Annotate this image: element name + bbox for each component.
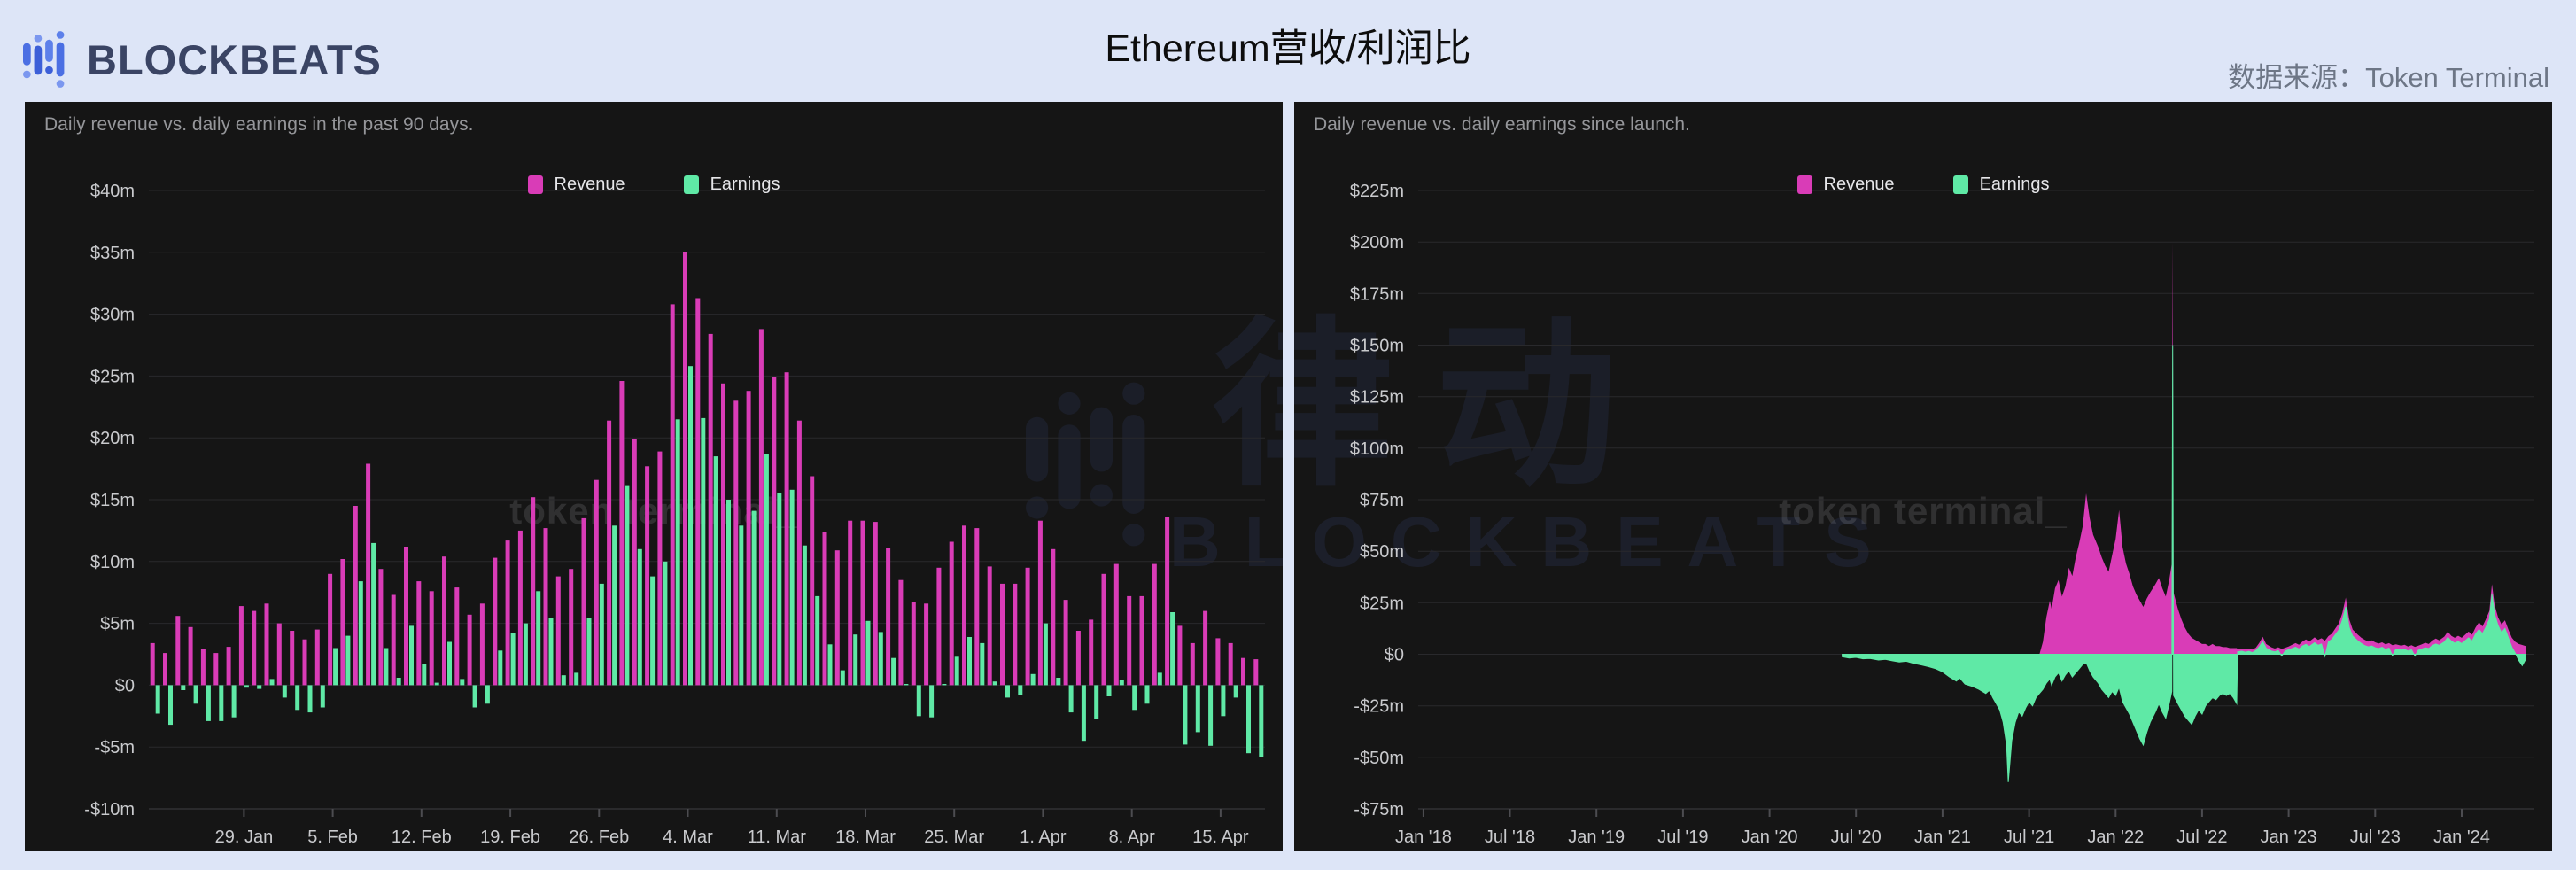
svg-text:$20m: $20m xyxy=(90,429,135,448)
right-chart-legend: Revenue Earnings xyxy=(1294,175,2552,195)
earnings-legend-label: Earnings xyxy=(710,175,780,194)
svg-text:-$5m: -$5m xyxy=(94,738,135,757)
svg-text:-$50m: -$50m xyxy=(1354,749,1404,768)
blockbeats-logo: BLOCKBEATS xyxy=(23,30,382,89)
svg-text:$30m: $30m xyxy=(90,306,135,325)
legend-item-earnings: Earnings xyxy=(683,175,780,195)
header: BLOCKBEATS Ethereum营收/利润比 数据来源：Token Ter… xyxy=(0,0,2576,102)
svg-text:$35m: $35m xyxy=(90,244,135,263)
legend-item-revenue: Revenue xyxy=(1796,175,1895,195)
svg-text:5. Feb: 5. Feb xyxy=(307,827,358,847)
svg-text:8. Apr: 8. Apr xyxy=(1109,827,1156,847)
revenue-legend-label: Revenue xyxy=(1823,175,1895,194)
svg-text:25. Mar: 25. Mar xyxy=(924,827,984,847)
right-chart-panel: Daily revenue vs. daily earnings since l… xyxy=(1294,102,2552,851)
svg-text:$125m: $125m xyxy=(1350,388,1404,408)
right-chart-subtitle: Daily revenue vs. daily earnings since l… xyxy=(1314,114,1690,135)
svg-text:-$75m: -$75m xyxy=(1354,800,1404,820)
page-title: Ethereum营收/利润比 xyxy=(1105,27,1471,70)
legend-item-revenue: Revenue xyxy=(527,175,625,195)
svg-text:4. Mar: 4. Mar xyxy=(663,827,713,847)
left-chart-subtitle: Daily revenue vs. daily earnings in the … xyxy=(44,114,474,135)
svg-text:$50m: $50m xyxy=(1360,542,1404,562)
svg-text:15. Apr: 15. Apr xyxy=(1192,827,1249,847)
revenue-swatch-icon xyxy=(1796,175,1812,194)
svg-text:18. Mar: 18. Mar xyxy=(835,827,896,847)
left-chart-legend: Revenue Earnings xyxy=(25,175,1283,195)
blockbeats-logo-text: BLOCKBEATS xyxy=(87,35,382,83)
svg-text:$0: $0 xyxy=(115,676,135,695)
svg-text:26. Feb: 26. Feb xyxy=(569,827,629,847)
token-terminal-watermark-right: token terminal_ xyxy=(1779,490,2068,532)
legend-item-earnings: Earnings xyxy=(1952,175,2050,195)
svg-text:$0: $0 xyxy=(1385,646,1404,665)
svg-text:-$25m: -$25m xyxy=(1354,697,1404,717)
earnings-swatch-icon xyxy=(1952,175,1968,194)
svg-text:Jul '20: Jul '20 xyxy=(1831,827,1882,847)
revenue-legend-label: Revenue xyxy=(554,175,625,194)
right-chart-canvas: $225m $200m $175m $150m $125m $100m $75m $50m $2… xyxy=(1350,182,2534,847)
svg-text:$40m: $40m xyxy=(90,182,135,201)
svg-text:Jan '21: Jan '21 xyxy=(1914,827,1971,847)
svg-text:Jan '19: Jan '19 xyxy=(1568,827,1625,847)
svg-text:1. Apr: 1. Apr xyxy=(1020,827,1067,847)
svg-text:$200m: $200m xyxy=(1350,233,1404,252)
blockbeats-watermark-cn-text: 律动 xyxy=(1212,305,1660,508)
svg-text:$225m: $225m xyxy=(1350,182,1404,201)
svg-text:Jul '22: Jul '22 xyxy=(2176,827,2227,847)
svg-text:Jan '24: Jan '24 xyxy=(2433,827,2490,847)
svg-text:29. Jan: 29. Jan xyxy=(215,827,274,847)
earnings-legend-label: Earnings xyxy=(1979,175,2050,194)
svg-text:$5m: $5m xyxy=(100,615,135,634)
svg-text:Jan '23: Jan '23 xyxy=(2261,827,2317,847)
svg-text:$15m: $15m xyxy=(90,491,135,510)
svg-text:$25m: $25m xyxy=(90,367,135,386)
svg-text:Jan '20: Jan '20 xyxy=(1742,827,1798,847)
left-chart-panel: Daily revenue vs. daily earnings in the … xyxy=(25,102,1283,851)
svg-text:$25m: $25m xyxy=(1360,594,1404,613)
svg-text:Jul '23: Jul '23 xyxy=(2350,827,2401,847)
svg-text:$100m: $100m xyxy=(1350,439,1404,459)
blockbeats-logo-icon xyxy=(23,31,65,88)
svg-text:Jul '19: Jul '19 xyxy=(1657,827,1708,847)
panel-divider xyxy=(1283,102,1294,851)
data-source-label: 数据来源：Token Terminal xyxy=(2228,62,2549,93)
blockbeats-watermark-icon xyxy=(1026,382,1145,547)
svg-text:11. Mar: 11. Mar xyxy=(748,827,807,847)
svg-text:$175m: $175m xyxy=(1350,284,1404,304)
svg-text:Jan '18: Jan '18 xyxy=(1395,827,1452,847)
svg-text:12. Feb: 12. Feb xyxy=(392,827,452,847)
revenue-swatch-icon xyxy=(527,175,543,194)
svg-text:$75m: $75m xyxy=(1360,491,1404,510)
earnings-swatch-icon xyxy=(683,175,699,194)
left-chart-canvas: $40m $35m $30m $25m $20m $15m $10m $5m $0 -$5m -$1… xyxy=(84,182,1265,847)
svg-text:Jul '21: Jul '21 xyxy=(2004,827,2054,847)
svg-text:-$10m: -$10m xyxy=(84,800,135,820)
svg-text:$150m: $150m xyxy=(1350,337,1404,356)
svg-text:19. Feb: 19. Feb xyxy=(480,827,540,847)
svg-text:Jan '22: Jan '22 xyxy=(2087,827,2144,847)
svg-text:$10m: $10m xyxy=(90,553,135,572)
svg-text:Jul '18: Jul '18 xyxy=(1485,827,1535,847)
